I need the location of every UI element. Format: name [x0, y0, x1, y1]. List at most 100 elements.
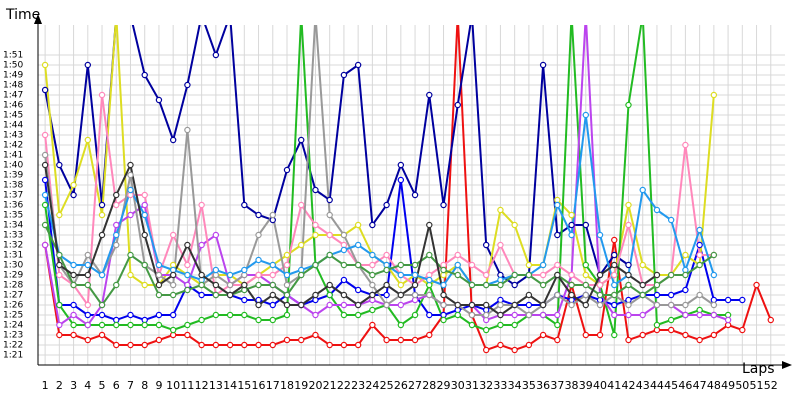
point-marker	[369, 321, 376, 329]
point-marker	[269, 211, 276, 219]
x-tick-label: 12	[195, 379, 209, 392]
point-marker	[440, 201, 447, 209]
x-tick-label: 16	[252, 379, 266, 392]
point-marker	[127, 311, 134, 319]
x-tick-label: 20	[308, 379, 322, 392]
point-marker	[525, 341, 533, 349]
point-marker	[226, 291, 234, 299]
point-marker	[70, 281, 77, 289]
point-marker	[227, 12, 232, 17]
point-marker	[56, 251, 63, 259]
x-tick-label: 17	[266, 379, 280, 392]
point-marker	[98, 331, 106, 339]
point-marker	[269, 316, 276, 324]
point-marker	[184, 261, 191, 269]
point-marker	[84, 261, 92, 269]
y-tick-label: 1:50	[3, 61, 23, 71]
point-marker	[440, 266, 447, 274]
point-marker	[127, 186, 134, 194]
point-marker	[483, 326, 490, 334]
point-marker	[114, 12, 119, 17]
x-tick-label: 14	[223, 379, 237, 392]
point-marker	[468, 311, 476, 319]
point-marker	[269, 341, 276, 349]
point-marker	[155, 321, 163, 329]
point-marker	[724, 316, 732, 324]
point-marker	[70, 321, 77, 329]
point-marker	[199, 12, 204, 17]
point-marker	[440, 301, 447, 309]
point-marker	[326, 301, 333, 309]
point-marker	[212, 311, 220, 319]
point-marker	[539, 61, 547, 69]
point-marker	[454, 261, 461, 269]
x-tick-label: 50	[735, 379, 749, 392]
y-tick-label: 1:30	[3, 261, 23, 271]
point-marker	[155, 336, 163, 344]
point-marker	[653, 291, 661, 299]
point-marker	[767, 316, 774, 324]
point-marker	[241, 201, 248, 209]
point-marker	[41, 191, 49, 199]
point-marker	[639, 291, 646, 299]
x-tick-label: 52	[764, 379, 778, 392]
point-marker	[511, 221, 518, 229]
point-marker	[41, 151, 49, 159]
point-marker	[98, 231, 106, 239]
y-tick-label: 1:43	[3, 131, 23, 141]
point-marker	[596, 271, 604, 279]
point-marker	[639, 331, 646, 339]
point-marker	[440, 316, 447, 324]
point-marker	[113, 221, 120, 229]
point-marker	[667, 301, 675, 309]
point-marker	[354, 241, 362, 249]
point-marker	[554, 231, 561, 239]
x-tick-label: 47	[693, 379, 707, 392]
point-marker	[70, 311, 77, 319]
point-marker	[511, 281, 518, 289]
point-marker	[497, 301, 504, 309]
point-marker	[56, 301, 63, 309]
point-marker	[255, 301, 262, 309]
point-marker	[141, 201, 148, 209]
point-marker	[625, 221, 632, 229]
point-marker	[411, 271, 419, 279]
point-marker	[283, 291, 291, 299]
x-tick-label: 1	[42, 379, 49, 392]
point-marker	[326, 211, 333, 219]
point-marker	[625, 101, 632, 109]
point-marker	[525, 301, 533, 309]
point-marker	[326, 196, 333, 204]
point-marker	[483, 281, 490, 289]
point-marker	[141, 341, 148, 349]
point-marker	[483, 311, 490, 319]
x-tick-label: 43	[636, 379, 650, 392]
y-tick-label: 1:48	[3, 81, 23, 91]
point-marker	[639, 261, 646, 269]
point-marker	[41, 241, 49, 249]
y-tick-label: 1:32	[3, 241, 23, 251]
x-tick-label: 8	[141, 379, 148, 392]
point-marker	[127, 211, 134, 219]
point-marker	[667, 291, 675, 299]
point-marker	[440, 291, 447, 299]
point-marker	[682, 301, 689, 309]
x-tick-label: 6	[113, 379, 120, 392]
series-line	[44, 25, 772, 352]
point-marker	[369, 306, 376, 314]
point-marker	[596, 301, 604, 309]
point-marker	[383, 251, 390, 259]
point-marker	[582, 331, 590, 339]
point-marker	[411, 291, 419, 299]
point-marker	[455, 12, 460, 17]
x-tick-label: 2	[56, 379, 63, 392]
point-marker	[198, 241, 205, 249]
point-marker	[226, 341, 234, 349]
grid	[38, 25, 785, 365]
x-tick-label: 33	[493, 379, 507, 392]
point-marker	[184, 286, 191, 294]
point-marker	[611, 261, 618, 269]
x-tick-label: 48	[707, 379, 721, 392]
point-marker	[710, 331, 718, 339]
point-marker	[312, 291, 319, 299]
